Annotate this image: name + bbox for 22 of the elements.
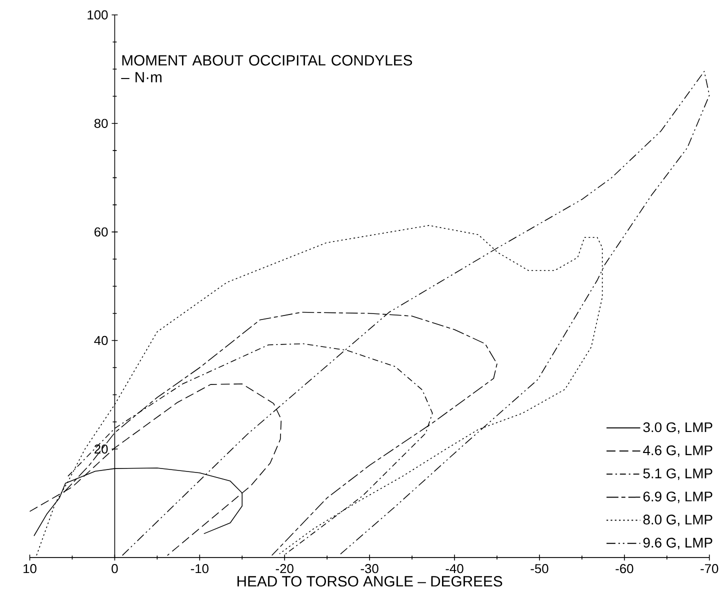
x-tick-label: 0 [112, 564, 118, 574]
x-tick-label: -50 [530, 564, 548, 574]
legend-label: 8.0 G, LMP [643, 514, 712, 526]
legend-label: 5.1 G, LMP [643, 468, 712, 480]
x-tick-label: -10 [190, 564, 208, 574]
y-axis-title: MOMENT ABOUT OCCIPITAL CONDYLES – N·m [121, 54, 412, 82]
y-tick-label: 100 [88, 10, 108, 20]
y-tick-label: 20 [94, 444, 108, 454]
legend-label: 4.6 G, LMP [643, 445, 712, 457]
legend-label: 9.6 G, LMP [643, 538, 712, 550]
x-tick-label: -20 [276, 564, 294, 574]
legend-label: 6.9 G, LMP [643, 492, 712, 503]
legend-label: 3.0 G, LMP [643, 422, 712, 434]
x-axis-title: HEAD TO TORSO ANGLE – DEGREES [237, 576, 502, 586]
x-tick-label: -30 [360, 564, 378, 574]
y-tick-label: 40 [94, 336, 108, 345]
y-tick-label: 80 [94, 118, 108, 128]
x-tick-label: -60 [616, 564, 634, 574]
x-tick-label: 10 [24, 564, 36, 574]
y-tick-label: 60 [94, 227, 108, 236]
x-tick-label: -40 [446, 564, 464, 574]
x-tick-label: -70 [700, 564, 718, 574]
